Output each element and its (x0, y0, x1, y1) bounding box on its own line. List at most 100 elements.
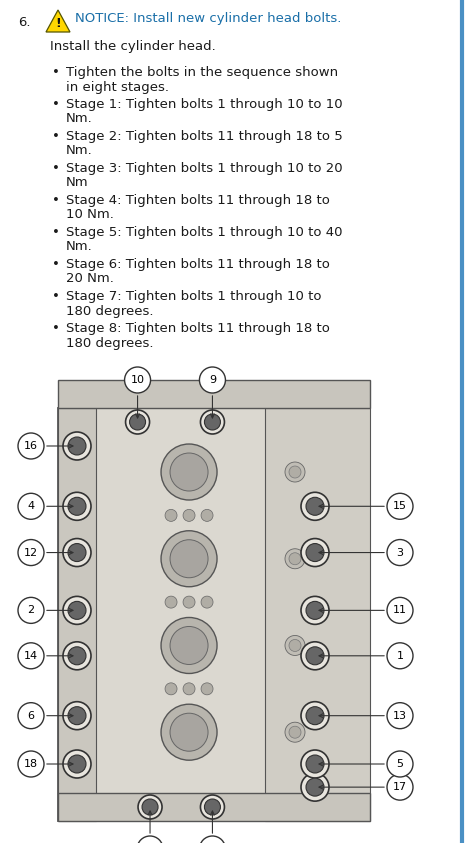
Circle shape (306, 647, 324, 665)
Circle shape (285, 549, 305, 569)
Circle shape (63, 539, 91, 566)
Circle shape (161, 704, 217, 760)
Bar (58, 408, 370, 821)
Text: 5: 5 (396, 759, 403, 769)
Circle shape (138, 795, 162, 819)
Circle shape (201, 410, 225, 434)
Circle shape (68, 544, 86, 561)
Circle shape (18, 643, 44, 668)
Circle shape (289, 726, 301, 738)
Circle shape (306, 755, 324, 773)
Circle shape (68, 647, 86, 665)
Text: Nm: Nm (66, 176, 89, 190)
Text: 10 Nm.: 10 Nm. (66, 208, 114, 222)
Circle shape (289, 553, 301, 565)
Circle shape (183, 509, 195, 521)
Text: 6: 6 (27, 711, 35, 721)
Text: Stage 5: Tighten bolts 1 through 10 to 40: Stage 5: Tighten bolts 1 through 10 to 4… (66, 226, 343, 239)
Circle shape (183, 683, 195, 695)
Text: 1: 1 (396, 651, 403, 661)
Circle shape (289, 466, 301, 478)
Text: 16: 16 (24, 441, 38, 451)
Circle shape (161, 444, 217, 500)
Circle shape (18, 751, 44, 777)
Circle shape (201, 795, 225, 819)
Text: 13: 13 (393, 711, 407, 721)
Bar (58, 380, 370, 408)
Circle shape (306, 601, 324, 620)
Text: Tighten the bolts in the sequence shown: Tighten the bolts in the sequence shown (66, 66, 338, 79)
Text: •: • (52, 162, 60, 175)
Text: 180 degrees.: 180 degrees. (66, 304, 154, 318)
Circle shape (68, 497, 86, 515)
Text: 11: 11 (393, 605, 407, 615)
Circle shape (63, 750, 91, 778)
Text: !: ! (55, 17, 61, 30)
Circle shape (161, 617, 217, 674)
Text: Stage 1: Tighten bolts 1 through 10 to 10: Stage 1: Tighten bolts 1 through 10 to 1… (66, 98, 343, 111)
Text: Stage 4: Tighten bolts 11 through 18 to: Stage 4: Tighten bolts 11 through 18 to (66, 194, 330, 207)
Text: 10: 10 (130, 375, 145, 385)
Text: 3: 3 (396, 548, 403, 557)
Text: Stage 8: Tighten bolts 11 through 18 to: Stage 8: Tighten bolts 11 through 18 to (66, 322, 330, 335)
Circle shape (18, 540, 44, 566)
Circle shape (183, 596, 195, 608)
Circle shape (170, 453, 208, 491)
Circle shape (301, 642, 329, 670)
Circle shape (204, 414, 220, 430)
Circle shape (170, 713, 208, 751)
Circle shape (170, 540, 208, 577)
Text: •: • (52, 66, 60, 79)
Text: Stage 6: Tighten bolts 11 through 18 to: Stage 6: Tighten bolts 11 through 18 to (66, 258, 330, 271)
Text: •: • (52, 258, 60, 271)
Circle shape (387, 493, 413, 519)
Circle shape (63, 432, 91, 460)
Circle shape (387, 540, 413, 566)
Circle shape (68, 706, 86, 725)
Circle shape (126, 410, 150, 434)
Circle shape (68, 601, 86, 620)
Circle shape (285, 462, 305, 482)
Circle shape (289, 640, 301, 652)
Text: 180 degrees.: 180 degrees. (66, 336, 154, 350)
Circle shape (161, 531, 217, 587)
Circle shape (165, 596, 177, 608)
Text: •: • (52, 130, 60, 143)
Circle shape (301, 701, 329, 730)
Circle shape (18, 703, 44, 728)
Text: 12: 12 (24, 548, 38, 557)
Circle shape (204, 799, 220, 815)
Circle shape (387, 751, 413, 777)
Circle shape (18, 598, 44, 623)
Circle shape (201, 509, 213, 521)
Circle shape (142, 799, 158, 815)
Text: Stage 7: Tighten bolts 1 through 10 to: Stage 7: Tighten bolts 1 through 10 to (66, 290, 321, 303)
Text: Nm.: Nm. (66, 144, 93, 158)
Circle shape (200, 836, 226, 843)
Circle shape (285, 636, 305, 656)
Circle shape (137, 836, 163, 843)
Circle shape (63, 642, 91, 670)
Circle shape (387, 774, 413, 800)
Text: •: • (52, 290, 60, 303)
Circle shape (387, 643, 413, 668)
Circle shape (301, 750, 329, 778)
Circle shape (387, 703, 413, 728)
Circle shape (285, 722, 305, 742)
Text: 9: 9 (209, 375, 216, 385)
Circle shape (18, 493, 44, 519)
Text: Install the cylinder head.: Install the cylinder head. (50, 40, 216, 53)
Bar (58, 408, 96, 821)
Text: •: • (52, 98, 60, 111)
Circle shape (387, 598, 413, 623)
Circle shape (301, 773, 329, 801)
Text: 2: 2 (27, 605, 35, 615)
Text: Stage 3: Tighten bolts 1 through 10 to 20: Stage 3: Tighten bolts 1 through 10 to 2… (66, 162, 343, 175)
Text: in eight stages.: in eight stages. (66, 80, 169, 94)
Circle shape (68, 755, 86, 773)
Circle shape (170, 626, 208, 664)
Circle shape (306, 544, 324, 561)
Text: 14: 14 (24, 651, 38, 661)
Circle shape (63, 596, 91, 625)
Text: 6.: 6. (18, 16, 30, 29)
